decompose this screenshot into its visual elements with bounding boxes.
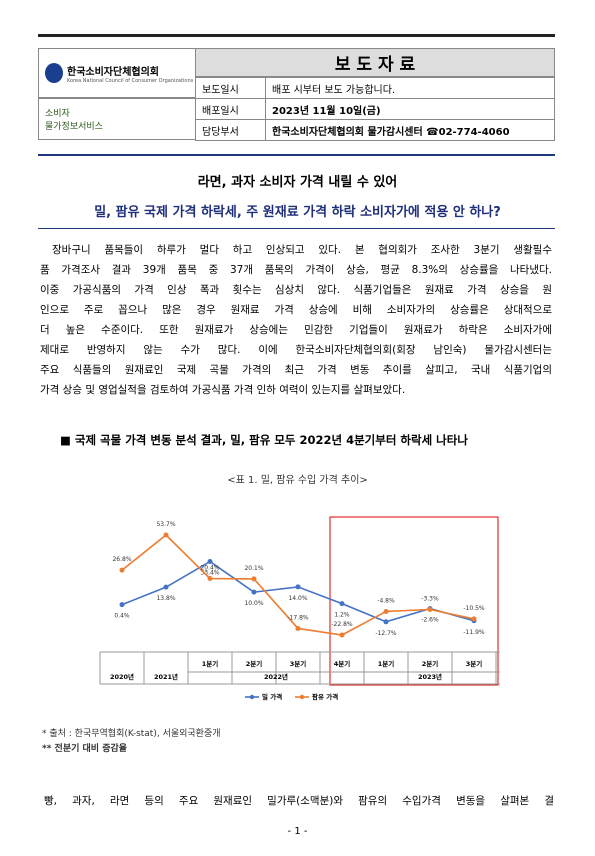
rule	[38, 228, 555, 229]
section-heading: ■ 국제 곡물 가격 변동 분석 결과, 밀, 팜유 모두 2022년 4분기부…	[60, 433, 468, 447]
chart: 0.4% 13.8% 33.4% 10.0% 14.0% 1.2% -12.7% -2.6% -…	[99, 516, 500, 701]
point	[251, 589, 257, 595]
paragraph-line: 장바구니 품목들이 하루가 멀다 하고 인상되고 있다. 본 협의회가 조사한 …	[52, 244, 552, 256]
data-label: -4.8%	[377, 597, 395, 604]
org-name-en: Korea National Council of Consumer Organ…	[67, 77, 194, 84]
legend-swatch	[299, 694, 305, 700]
point	[207, 559, 213, 565]
legend-label: 팜유 가격	[312, 692, 338, 701]
paragraph-line: 인으로 주로 꼽으나 많은 경우 원재료 가격 상승에 비해 소비자가의 상승률…	[40, 304, 552, 316]
paragraph-line: 이중 가공식품의 가격 인상 폭과 횟수는 심상치 않다. 식품기업들은 원재료…	[40, 284, 552, 296]
point	[163, 532, 169, 538]
x-group-label: 2023년	[418, 672, 442, 681]
x-group-label: 2022년	[264, 672, 288, 681]
point	[295, 584, 301, 590]
data-label: 26.8%	[112, 556, 131, 563]
data-label: 14.0%	[288, 595, 307, 602]
point	[471, 616, 477, 622]
point	[339, 632, 345, 638]
x-tick-label: 1분기	[202, 659, 219, 668]
point	[163, 584, 169, 590]
x-tick-label: 2020년	[110, 672, 134, 681]
row-label: 보도일시	[195, 77, 266, 99]
data-label: 20.1%	[244, 565, 263, 572]
x-tick-label: 4분기	[334, 659, 351, 668]
doc-type: 보 도 자 료	[195, 48, 555, 77]
note: ** 전분기 대비 증감율	[42, 744, 128, 754]
service-name: 소비자	[45, 109, 70, 119]
data-label: -10.5%	[463, 605, 485, 612]
x-tick-label: 3분기	[466, 659, 483, 668]
x-tick-label: 2분기	[246, 659, 263, 668]
point	[383, 608, 389, 614]
data-label: -3.3%	[421, 596, 439, 603]
x-tick-label: 3분기	[290, 659, 307, 668]
row-label: 배포일시	[195, 98, 266, 120]
paragraph-line: 주요 식품들의 원재료인 국제 곡물 가격의 최근 가격 변동 추이를 살피고,…	[40, 364, 552, 376]
table-caption: <표 1. 밀, 팜유 수입 가격 추이>	[227, 475, 368, 486]
data-label: 33.4%	[200, 570, 219, 577]
data-label: -17.8%	[287, 614, 309, 621]
point	[251, 576, 257, 582]
paragraph-line: 가격 상승 및 영업실적을 검토하여 가공식품 가격 인하 여력이 있는지를 살…	[40, 384, 406, 396]
paragraph-line: 품 가격조사 결과 39개 품목 중 37개 품목의 가격이 상승, 평균 8.…	[40, 264, 552, 276]
logo-icon	[45, 63, 63, 83]
point	[207, 576, 213, 582]
point	[339, 601, 345, 607]
data-label: -11.9%	[463, 629, 485, 636]
paragraph-line: 제대로 반영하지 않는 수가 많다. 이에 한국소비자단체협의회(회장 남인숙)…	[40, 344, 552, 356]
x-tick-label: 2분기	[422, 659, 439, 668]
row-value: 한국소비자단체협의회 물가감시센터 ☎02-774-4060	[265, 119, 555, 141]
data-label: 53.7%	[156, 521, 175, 528]
data-label: -2.6%	[421, 617, 439, 624]
point	[295, 625, 301, 631]
x-tick-label: 1분기	[378, 659, 395, 668]
note: * 출처 : 한국무역협회(K-stat), 서울외국환중개	[42, 729, 221, 739]
point	[427, 607, 433, 613]
service-name: 물가정보서비스	[45, 122, 103, 132]
paragraph-line: 더 높은 수준이다. 또한 원재료가 상승에는 민감한 기업들이 원재료가 하락…	[40, 324, 552, 336]
data-label: 1.2%	[334, 612, 350, 619]
page-number: - 1 -	[287, 826, 308, 837]
logo-cell: 한국소비자단체협의회 Korea National Council of Con…	[38, 48, 196, 98]
row-value: 2023년 11월 10일(금)	[265, 98, 555, 120]
point	[119, 567, 125, 573]
rule	[38, 154, 555, 156]
data-label: 10.0%	[244, 600, 263, 607]
data-label: -12.7%	[375, 630, 397, 637]
service-cell: 소비자 물가정보서비스	[38, 98, 196, 140]
row-value: 배포 시부터 보도 가능합니다.	[265, 77, 555, 99]
data-label: 13.8%	[156, 595, 175, 602]
point	[383, 619, 389, 625]
data-label: -22.8%	[331, 621, 353, 628]
body-text: 빵, 과자, 라면 등의 주요 원재료인 밀가루(소맥분)와 팜유의 수입가격 …	[44, 795, 554, 807]
x-tick-label: 2021년	[154, 672, 178, 681]
subtitle: 밀, 팜유 국제 가격 하락세, 주 원재료 가격 하락 소비자가에 적용 안 …	[94, 205, 501, 220]
data-label: 0.4%	[114, 613, 130, 620]
highlight-box	[329, 516, 499, 686]
legend-label: 밀 가격	[262, 692, 282, 701]
org-name: 한국소비자단체협의회	[67, 66, 159, 78]
series-line	[121, 560, 475, 623]
title: 라면, 과자 소비자 가격 내릴 수 있어	[197, 175, 398, 190]
point	[119, 602, 125, 608]
legend-swatch	[249, 694, 255, 700]
row-label: 담당부서	[195, 119, 266, 141]
top-rule	[38, 34, 555, 37]
data-label: 20.4%	[200, 565, 219, 572]
